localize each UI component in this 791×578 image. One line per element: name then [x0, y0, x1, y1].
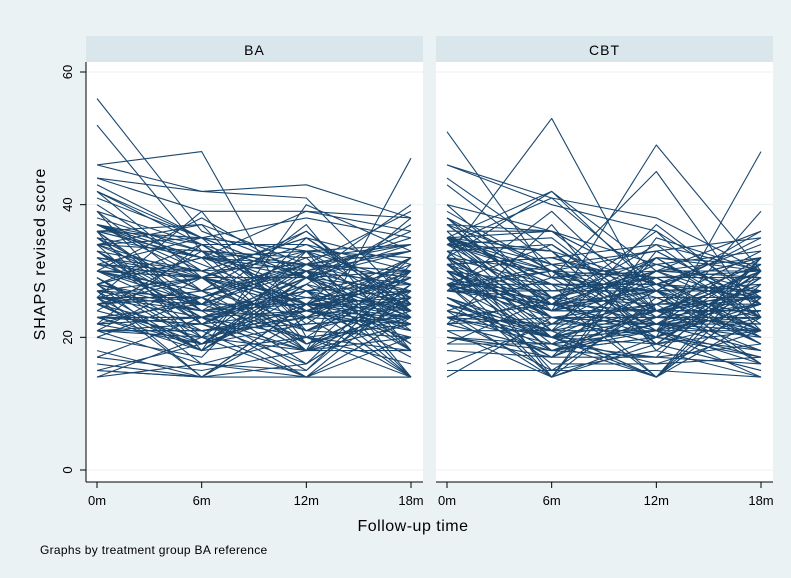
- panel-cbt-series-lines: [446, 117, 762, 378]
- series-line: [446, 224, 762, 285]
- series-line: [96, 296, 412, 378]
- panel-ba-title: BA: [244, 42, 265, 58]
- series-line: [446, 263, 762, 378]
- y-axis: 0 20 40 60: [60, 62, 87, 482]
- y-tick-label: 40: [60, 197, 75, 211]
- panel-cbt-title: CBT: [589, 42, 620, 58]
- series-line: [96, 369, 411, 378]
- series-line: [446, 296, 762, 345]
- series-line: [447, 369, 762, 378]
- x-tick-label: 0m: [88, 493, 106, 508]
- series-line: [446, 270, 762, 345]
- panel-cbt-gridlines: [436, 71, 773, 471]
- figure-note: Graphs by treatment group BA reference: [40, 543, 268, 557]
- series-line: [446, 257, 762, 338]
- x-tick-label: 18m: [748, 493, 773, 508]
- panel-ba: BA 0m 6m 12m 18m: [86, 36, 424, 508]
- x-tick-label: 12m: [644, 493, 669, 508]
- panel-ba-series-lines: [96, 98, 412, 378]
- x-tick-label: 0m: [438, 493, 456, 508]
- series-line: [97, 316, 412, 378]
- series-line: [446, 316, 762, 378]
- series-line: [446, 170, 762, 318]
- series-line: [96, 283, 412, 372]
- series-line: [446, 177, 762, 285]
- series-line: [96, 224, 412, 351]
- panel-cbt-x-ticks: 0m 6m 12m 18m: [436, 481, 774, 508]
- panel-cbt: CBT 0m 6m 12m 18m: [436, 36, 774, 508]
- series-line: [446, 237, 761, 378]
- series-line: [96, 250, 412, 312]
- y-tick-label: 20: [60, 330, 75, 344]
- x-tick-label: 18m: [398, 493, 423, 508]
- series-line: [447, 257, 762, 318]
- series-line: [96, 190, 412, 239]
- panel-ba-strip: [86, 36, 423, 62]
- series-line: [96, 177, 412, 219]
- panel-cbt-strip: [436, 36, 773, 62]
- series-line: [96, 177, 412, 219]
- x-tick-label: 6m: [543, 493, 561, 508]
- y-tick-label: 0: [60, 466, 75, 473]
- x-axis-label: Follow-up time: [357, 518, 468, 535]
- y-axis-label: SHAPS revised score: [32, 168, 49, 341]
- series-line: [446, 270, 762, 345]
- series-line: [446, 237, 762, 312]
- y-tick-label: 60: [60, 65, 75, 79]
- y-axis-ticks: 0 20 40 60: [60, 65, 86, 474]
- x-tick-label: 12m: [294, 493, 319, 508]
- series-line: [96, 217, 412, 279]
- series-line: [96, 270, 412, 325]
- series-line: [96, 197, 412, 279]
- series-line: [96, 277, 412, 332]
- panel-ba-gridlines: [86, 71, 423, 471]
- x-tick-label: 6m: [193, 493, 211, 508]
- panel-ba-x-ticks: 0m 6m 12m 18m: [86, 481, 424, 508]
- series-line: [446, 237, 761, 318]
- series-line: [96, 296, 411, 352]
